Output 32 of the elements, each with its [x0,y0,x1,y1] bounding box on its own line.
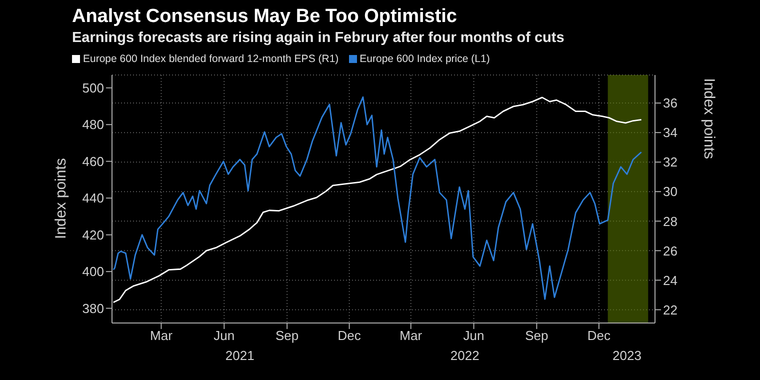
y2-tick-label: 34 [663,125,678,140]
y-axis-title: Index points [52,158,70,239]
legend-label: Europe 600 Index price (L1) [360,53,490,65]
y2-tick-label: 22 [663,302,678,318]
legend-label: Europe 600 Index blended forward 12-month EPS (R1) [83,53,339,65]
y-tick-label: 420 [82,227,104,242]
y2-axis-title: Index points [700,78,718,159]
y-tick-label: 440 [82,190,104,206]
y2-tick-label: 26 [663,243,678,258]
y2-tick-label: 28 [663,214,678,229]
x-tick-label: Dec [587,328,611,344]
x-tick-label: Jun [463,328,484,344]
x-tick-label: Dec [338,328,362,344]
chart-subtitle: Earnings forecasts are rising again in Februry after four months of cuts [72,30,564,46]
y2-tick-label: 30 [663,184,678,200]
x-tick-label: Mar [400,328,423,344]
x-tick-label: Mar [150,328,174,344]
y2-tick-label: 32 [663,154,678,170]
y-tick-label: 460 [82,154,104,169]
x-tick-label: Sep [276,328,299,344]
x2-tick-label: 2021 [225,348,254,364]
y2-tick-label: 36 [663,96,678,111]
x2-tick-label: 2022 [450,348,480,364]
x-tick-label: Jun [214,328,235,344]
y-tick-label: 480 [82,117,104,132]
chart-title: Analyst Consensus May Be Too Optimistic [72,6,458,28]
y-tick-label: 400 [82,264,104,280]
x-tick-label: Sep [525,328,548,344]
y2-tick-label: 24 [663,272,678,288]
y-tick-label: 380 [82,300,104,316]
y-tick-label: 500 [82,80,104,96]
x2-tick-label: 2023 [612,348,642,364]
